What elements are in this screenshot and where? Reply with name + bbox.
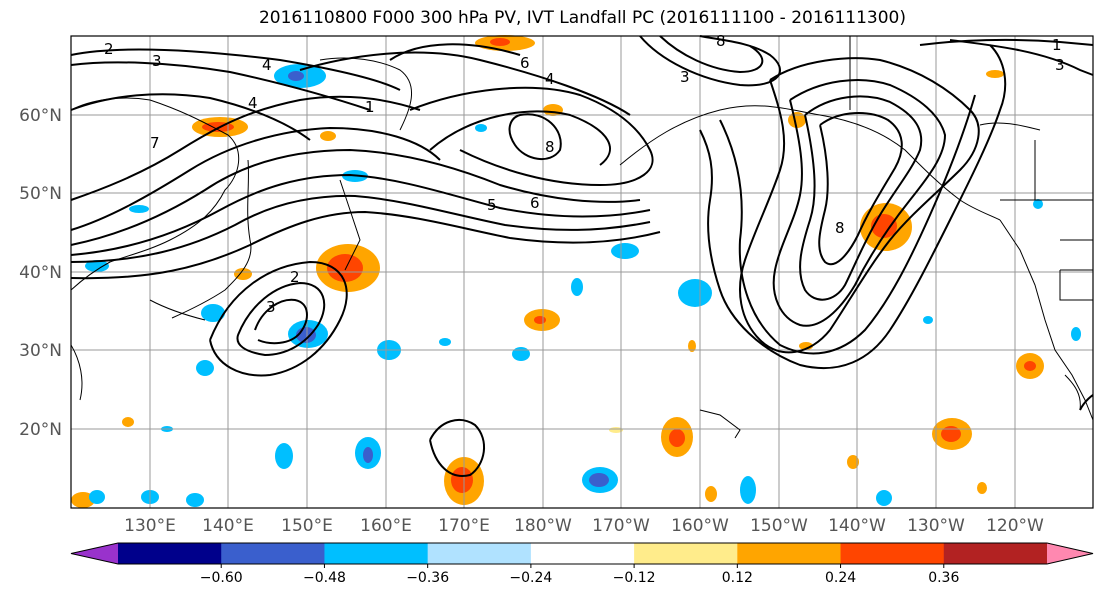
lon-label: 150°E [281, 516, 333, 536]
latitude-axis: 60°N 50°N 40°N 30°N 20°N [19, 106, 62, 440]
contour-label: 1 [1052, 36, 1062, 54]
pv-contours [70, 35, 1094, 477]
colorbar-segment [634, 543, 738, 564]
lon-label: 160°E [360, 516, 412, 536]
contour-label: 5 [487, 196, 497, 214]
contour-label: 4 [262, 56, 272, 74]
contour-labels: 2 3 4 6 4 1 4 5 6 8 8 2 3 3 1 8 7 3 [104, 32, 1065, 316]
lat-label-30n: 30°N [19, 341, 62, 361]
coastlines [70, 36, 1094, 439]
lat-label-60n: 60°N [19, 106, 62, 126]
colorbar-segment [221, 543, 325, 564]
colorbar-tick-label: −0.36 [406, 570, 449, 586]
lon-label: 160°W [671, 516, 729, 536]
lon-label: 170°W [592, 516, 650, 536]
contour-label: 4 [545, 70, 555, 88]
contour-label: 6 [530, 194, 540, 212]
colorbar-segment [324, 543, 429, 564]
contour-label: 8 [545, 138, 555, 156]
colorbar-tick-label: 0.36 [928, 570, 959, 586]
contour-label: 8 [835, 219, 845, 237]
lon-label: 180°W [514, 516, 572, 536]
longitude-axis: 130°E 140°E 150°E 160°E 170°E 180°W 170°… [124, 516, 1044, 536]
lon-label: 120°W [986, 516, 1044, 536]
colorbar-tick-label: −0.48 [303, 570, 346, 586]
colorbar-segment [737, 543, 842, 564]
lon-label: 140°E [202, 516, 254, 536]
lat-label-20n: 20°N [19, 420, 62, 440]
contour-label: 8 [716, 32, 726, 50]
map-border [70, 35, 1094, 509]
colorbar-segment [118, 543, 222, 564]
colorbar-tick-label: −0.24 [509, 570, 552, 586]
contour-label: 6 [520, 54, 530, 72]
colorbar-tick-label: 0.12 [722, 570, 753, 586]
contour-label: 2 [290, 268, 300, 286]
map-title: 2016110800 F000 300 hPa PV, IVT Landfall… [258, 8, 906, 28]
colorbar-tick-label: −0.60 [200, 570, 243, 586]
colorbar-extend-high [1047, 543, 1093, 564]
colorbar-extend-low [71, 543, 118, 564]
contour-label: 3 [266, 298, 276, 316]
colorbar-tick-label: −0.12 [613, 570, 656, 586]
lat-label-40n: 40°N [19, 263, 62, 283]
contour-label: 1 [365, 98, 375, 116]
contour-label: 3 [152, 52, 162, 70]
colorbar-segment [943, 543, 1048, 564]
colorbar-segment [840, 543, 945, 564]
colorbar-segment [427, 543, 532, 564]
lon-label: 130°E [124, 516, 176, 536]
lon-label: 130°W [907, 516, 965, 536]
negative-anomaly-shading [85, 64, 1081, 507]
contour-label: 2 [104, 40, 114, 58]
contour-label: 7 [150, 134, 160, 152]
map-panel: 2 3 4 6 4 1 4 5 6 8 8 2 3 3 1 8 7 3 [70, 32, 1094, 509]
colorbar: −0.60 −0.48 −0.36 −0.24 −0.12 0.12 0.24 0.36 [70, 542, 1094, 586]
contour-label: 3 [1055, 56, 1065, 74]
lon-label: 170°E [438, 516, 490, 536]
lon-label: 140°W [828, 516, 886, 536]
colorbar-outline [70, 542, 1094, 565]
contour-label: 3 [680, 68, 690, 86]
contour-label: 4 [248, 94, 258, 112]
lon-label: 150°W [750, 516, 808, 536]
lat-label-50n: 50°N [19, 184, 62, 204]
colorbar-tick-label: 0.24 [825, 570, 856, 586]
colorbar-segment [530, 543, 635, 564]
